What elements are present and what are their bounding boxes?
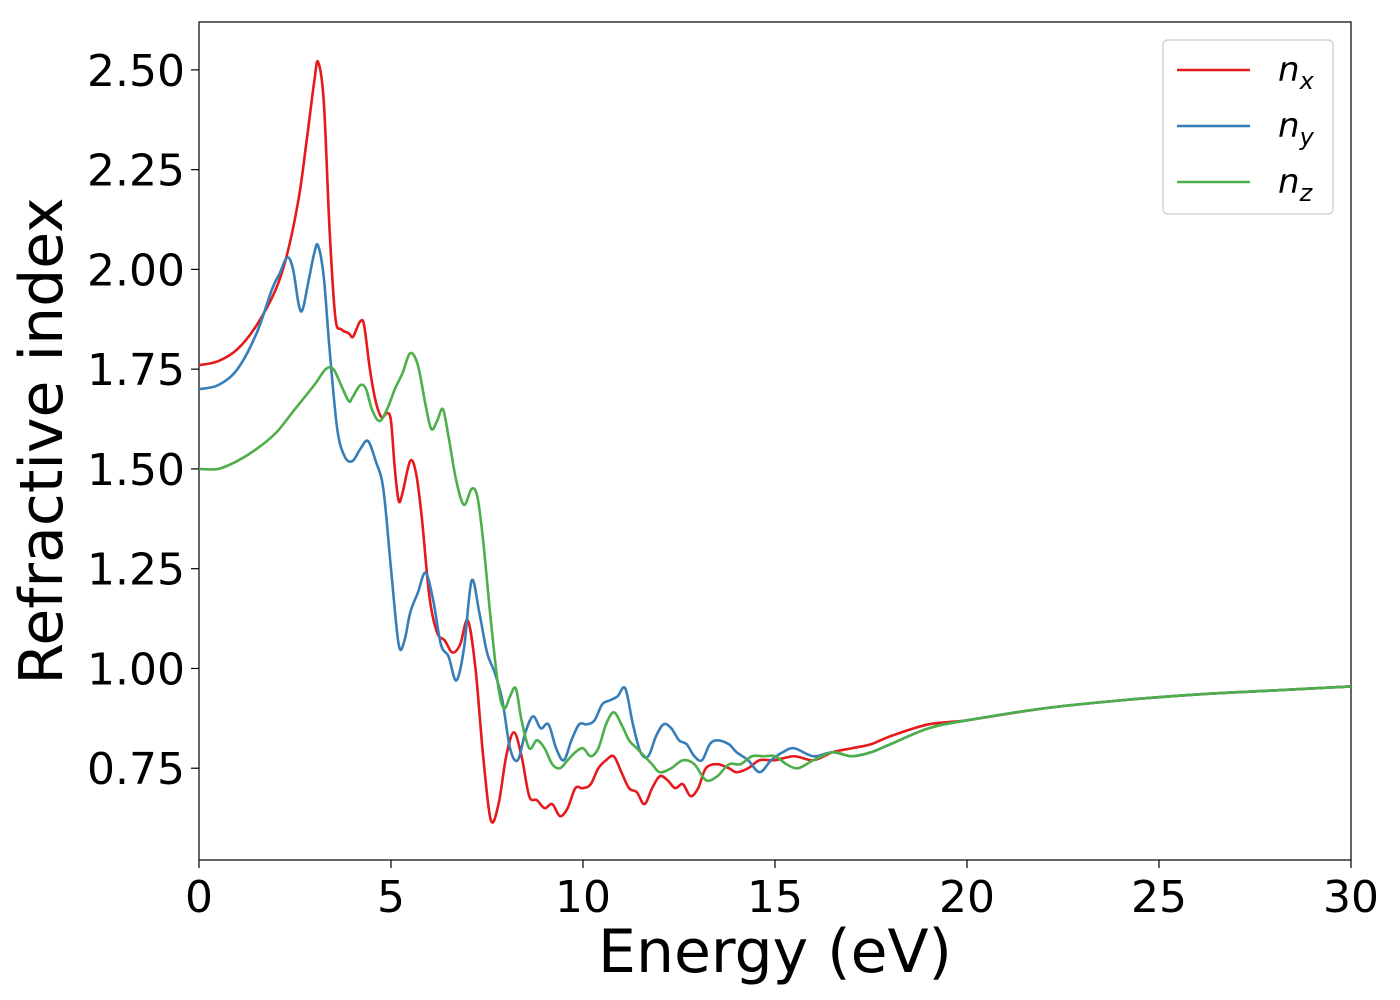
y-axis-title: Refractive index [7,197,77,684]
x-axis-title: Energy (eV) [598,917,952,987]
x-tick-label: 0 [185,872,213,923]
x-axis-ticks: 0 5 10 15 20 25 30 [185,860,1379,923]
x-tick-label: 10 [555,872,611,923]
y-axis-ticks: 0.75 1.00 1.25 1.50 1.75 2.00 2.25 2.50 [87,46,199,795]
x-tick-label: 30 [1323,872,1379,923]
x-tick-label: 20 [939,872,995,923]
x-tick-label: 5 [377,872,405,923]
x-tick-label: 25 [1131,872,1187,923]
y-tick-label: 2.50 [87,46,185,97]
y-tick-label: 1.50 [87,445,185,496]
y-tick-label: 1.25 [87,545,185,596]
y-tick-label: 1.00 [87,644,185,695]
y-tick-label: 2.25 [87,146,185,197]
x-tick-label: 15 [747,872,803,923]
y-tick-label: 2.00 [87,245,185,296]
y-tick-label: 0.75 [87,744,185,795]
y-tick-label: 1.75 [87,345,185,396]
